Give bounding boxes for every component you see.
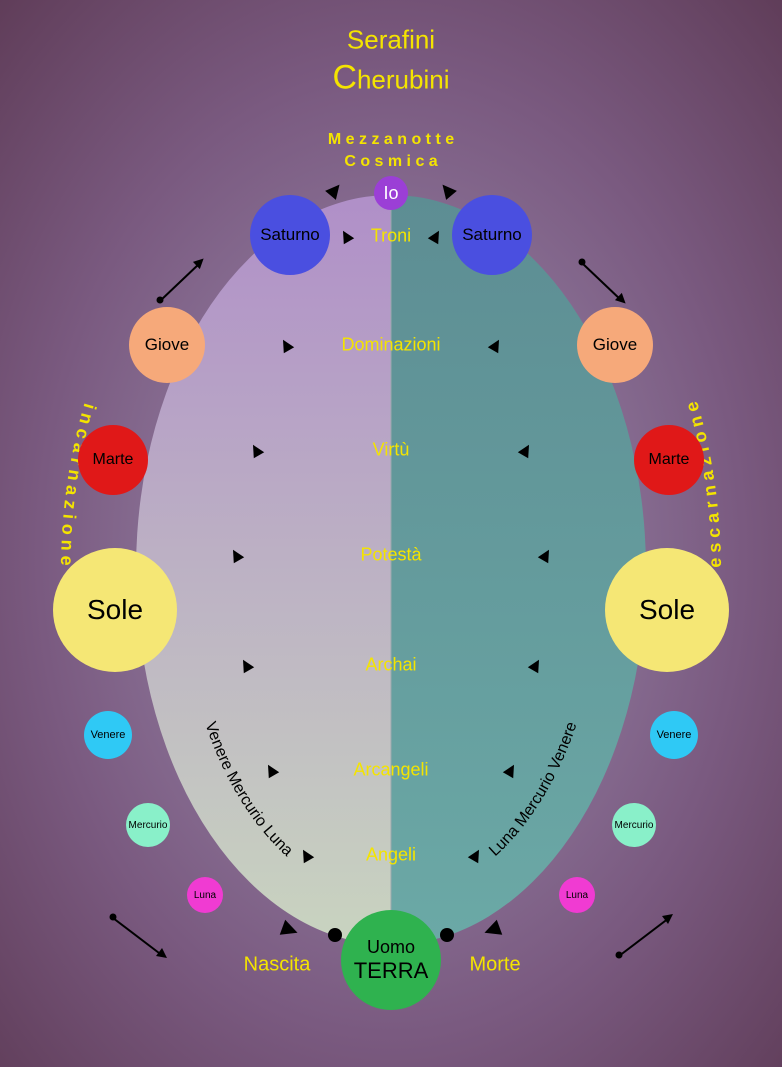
hierarchy-troni: Troni <box>371 226 411 247</box>
terra-uomo: Uomo <box>367 937 415 958</box>
planet-giove-left: Giove <box>129 307 205 383</box>
hierarchy-archai: Archai <box>365 655 416 676</box>
planet-saturno-right: Saturno <box>452 195 532 275</box>
arrowhead <box>428 228 444 244</box>
arrowhead <box>518 442 534 458</box>
arrowhead <box>228 547 244 563</box>
hierarchy-dominazioni: Dominazioni <box>341 335 440 356</box>
arrowhead <box>325 180 345 200</box>
arrowhead <box>238 657 254 673</box>
planet-giove-right: Giove <box>577 307 653 383</box>
title-serafini: Serafini <box>347 25 435 56</box>
arrowhead <box>278 337 294 353</box>
hierarchy-potestà: Potestà <box>360 545 421 566</box>
direction-dot <box>110 914 117 921</box>
arrowhead <box>538 547 554 563</box>
arrowhead <box>338 228 354 244</box>
arrowhead <box>437 180 457 200</box>
direction-dot <box>157 297 164 304</box>
planet-mercurio-right: Mercurio <box>612 803 656 847</box>
arrowhead <box>528 657 544 673</box>
hierarchy-arcangeli: Arcangeli <box>353 760 428 781</box>
terra-terra: TERRA <box>354 958 429 984</box>
arrowhead <box>280 920 301 941</box>
planet-sole-right: Sole <box>605 548 729 672</box>
planet-luna-left: Luna <box>187 877 223 913</box>
terra-dot-1 <box>440 928 454 942</box>
terra-dot-0 <box>328 928 342 942</box>
direction-line <box>581 262 622 301</box>
hierarchy-virtù: Virtù <box>373 440 410 461</box>
planet-sole-left: Sole <box>53 548 177 672</box>
node-io: Io <box>374 176 408 210</box>
arrowhead <box>298 847 314 863</box>
planet-mercurio-left: Mercurio <box>126 803 170 847</box>
planet-venere-right: Venere <box>650 711 698 759</box>
diagram-stage: SerafiniCherubini M e z z a n o t t e C o … <box>0 0 782 1067</box>
arrowhead <box>482 920 503 941</box>
label-mezzanotte: M e z z a n o t t e <box>328 131 454 149</box>
direction-line <box>112 917 163 957</box>
arrowhead <box>468 847 484 863</box>
arrowhead <box>248 442 264 458</box>
node-terra: UomoTERRA <box>341 910 441 1010</box>
direction-dot <box>616 952 623 959</box>
planet-venere-left: Venere <box>84 711 132 759</box>
label-morte: Morte <box>469 954 520 977</box>
label-nascita: Nascita <box>244 954 311 977</box>
direction-line <box>159 262 200 301</box>
label-cosmica: C o s m i c a <box>344 153 437 171</box>
title-cherubini: Cherubini <box>333 59 450 98</box>
arrowhead <box>263 762 279 778</box>
planet-luna-right: Luna <box>559 877 595 913</box>
hierarchy-angeli: Angeli <box>366 845 416 866</box>
planet-marte-right: Marte <box>634 425 704 495</box>
direction-dot <box>579 259 586 266</box>
planet-saturno-left: Saturno <box>250 195 330 275</box>
arrowhead <box>488 337 504 353</box>
direction-line <box>618 917 669 957</box>
arrowhead <box>503 762 519 778</box>
planet-marte-left: Marte <box>78 425 148 495</box>
